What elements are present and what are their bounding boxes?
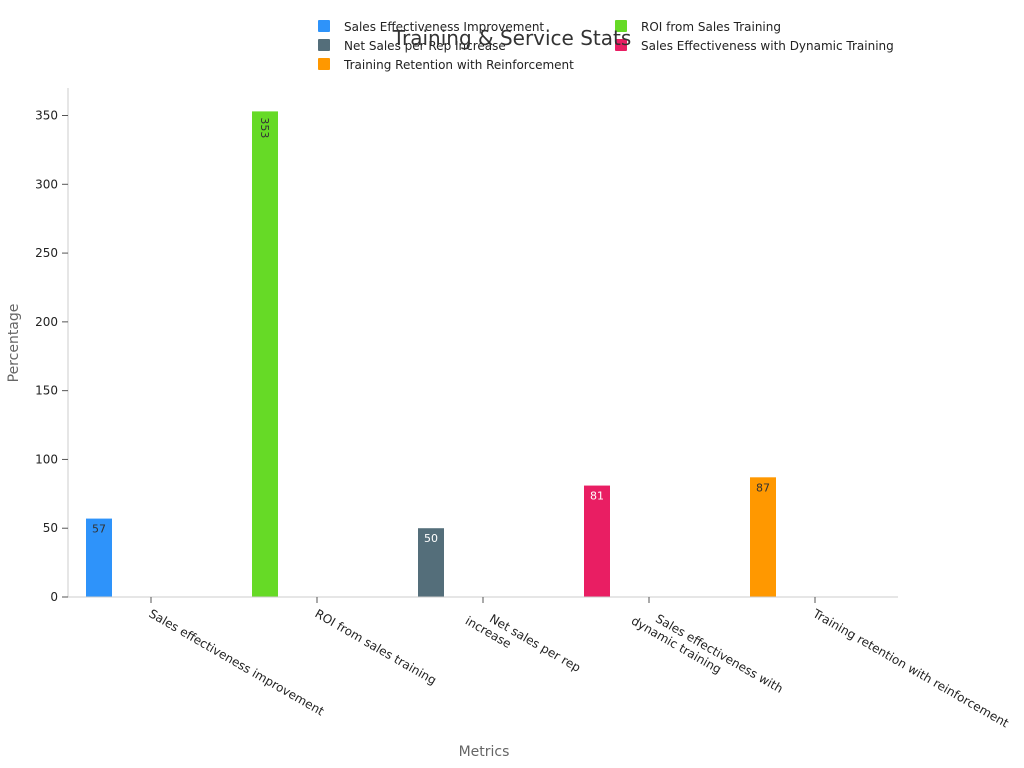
x-tick-label: Sales effectiveness improvement bbox=[147, 606, 327, 718]
y-tick-label: 0 bbox=[50, 590, 58, 604]
chart-title: Training & Service Stats bbox=[392, 26, 632, 50]
y-tick-label: 300 bbox=[35, 177, 58, 191]
legend-swatch bbox=[615, 20, 627, 32]
legend-swatch bbox=[318, 39, 330, 51]
legend-item[interactable]: Training Retention with Reinforcement bbox=[318, 58, 574, 72]
data-label: 353 bbox=[258, 117, 271, 138]
data-label: 57 bbox=[92, 523, 106, 536]
legend-label: ROI from Sales Training bbox=[641, 20, 781, 34]
bar[interactable] bbox=[252, 111, 278, 598]
x-tick-label: Sales effectiveness withdynamic training bbox=[629, 601, 786, 708]
legend: Sales Effectiveness Improvement Net Sales… bbox=[318, 20, 894, 72]
bar[interactable] bbox=[584, 485, 610, 597]
legend-label: Training Retention with Reinforcement bbox=[343, 58, 574, 72]
y-axis: 0 50 100 150 200 250 300 350 bbox=[35, 88, 69, 604]
x-tick-label: ROI from sales training bbox=[313, 606, 439, 687]
legend-item[interactable]: Sales Effectiveness Improvement bbox=[318, 20, 544, 34]
legend-swatch bbox=[318, 58, 330, 70]
legend-item[interactable]: Sales Effectiveness with Dynamic Trainin… bbox=[615, 39, 894, 53]
y-tick-label: 50 bbox=[43, 521, 58, 535]
legend-swatch bbox=[318, 20, 330, 32]
legend-swatch bbox=[615, 39, 627, 51]
y-tick-label: 150 bbox=[35, 384, 58, 398]
y-axis-title: Percentage bbox=[6, 304, 22, 383]
y-tick-label: 100 bbox=[35, 452, 58, 466]
y-tick-label: 200 bbox=[35, 315, 58, 329]
data-label: 87 bbox=[756, 481, 770, 494]
legend-item[interactable]: Net Sales per Rep Increase bbox=[318, 39, 506, 53]
x-axis-title: Metrics bbox=[459, 744, 510, 760]
data-label: 81 bbox=[590, 490, 604, 503]
x-tick-label: Net sales per repincrease bbox=[463, 601, 583, 687]
y-tick-label: 350 bbox=[35, 109, 58, 123]
data-label: 50 bbox=[424, 532, 438, 545]
bars: 57 353 50 81 87 bbox=[86, 111, 776, 598]
x-tick-label: Training retention with reinforcement bbox=[810, 606, 1012, 731]
bar[interactable] bbox=[750, 477, 776, 597]
legend-item[interactable]: ROI from Sales Training bbox=[615, 20, 781, 34]
legend-label: Net Sales per Rep Increase bbox=[344, 39, 506, 53]
bar[interactable] bbox=[418, 528, 444, 597]
y-tick-label: 250 bbox=[35, 246, 58, 260]
bar[interactable] bbox=[86, 518, 112, 597]
legend-label: Sales Effectiveness Improvement bbox=[344, 20, 544, 34]
legend-label: Sales Effectiveness with Dynamic Trainin… bbox=[641, 39, 894, 53]
